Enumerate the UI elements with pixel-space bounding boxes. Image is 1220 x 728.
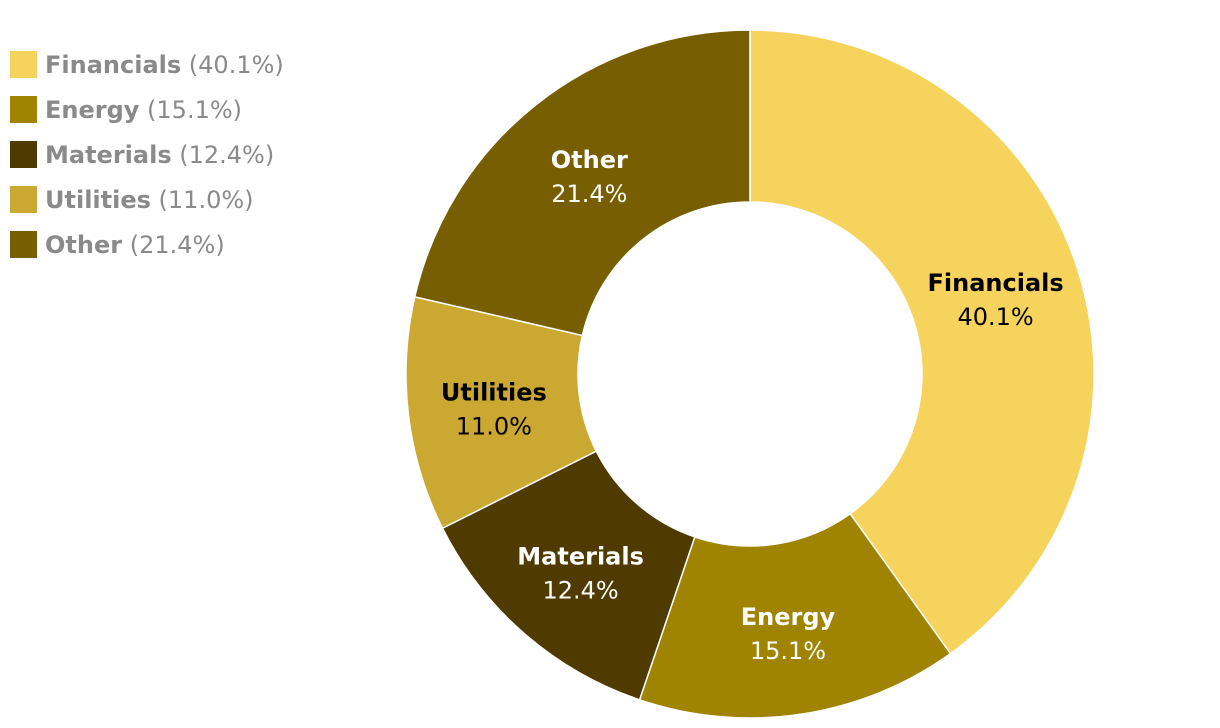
legend-label: Financials bbox=[45, 50, 182, 79]
legend-percent: (21.4%) bbox=[122, 230, 225, 259]
legend-item-other: Other (21.4%) bbox=[10, 222, 284, 267]
legend-label: Utilities bbox=[45, 185, 151, 214]
legend-swatch bbox=[10, 186, 37, 213]
legend-label: Energy bbox=[45, 95, 140, 124]
legend-text: Financials (40.1%) bbox=[45, 51, 284, 79]
slice-value-energy: 15.1% bbox=[750, 637, 826, 665]
legend-label: Materials bbox=[45, 140, 172, 169]
slice-materials bbox=[441, 450, 696, 701]
chart-legend: Financials (40.1%) Energy (15.1%) Material… bbox=[10, 42, 284, 267]
legend-swatch bbox=[10, 231, 37, 258]
legend-percent: (40.1%) bbox=[181, 50, 284, 79]
legend-item-materials: Materials (12.4%) bbox=[10, 132, 284, 177]
legend-swatch bbox=[10, 141, 37, 168]
legend-text: Materials (12.4%) bbox=[45, 141, 274, 169]
slice-label-utilities: Utilities bbox=[441, 379, 547, 407]
legend-item-utilities: Utilities (11.0%) bbox=[10, 177, 284, 222]
legend-text: Utilities (11.0%) bbox=[45, 186, 254, 214]
slice-label-other: Other bbox=[551, 146, 628, 174]
slice-value-other: 21.4% bbox=[551, 180, 627, 208]
slice-utilities bbox=[405, 295, 598, 530]
legend-item-energy: Energy (15.1%) bbox=[10, 87, 284, 132]
slice-value-materials: 12.4% bbox=[542, 577, 618, 605]
legend-percent: (12.4%) bbox=[171, 140, 275, 169]
legend-percent: (15.1%) bbox=[139, 95, 243, 124]
slice-value-financials: 40.1% bbox=[957, 303, 1033, 331]
legend-text: Energy (15.1%) bbox=[45, 96, 242, 124]
legend-swatch bbox=[10, 96, 37, 123]
slice-label-financials: Financials bbox=[928, 269, 1064, 297]
slice-value-utilities: 11.0% bbox=[456, 413, 532, 441]
slice-energy bbox=[638, 512, 952, 719]
slice-label-energy: Energy bbox=[741, 603, 836, 631]
slice-label-materials: Materials bbox=[517, 543, 644, 571]
slice-financials bbox=[749, 29, 1095, 655]
slice-other bbox=[413, 29, 751, 337]
legend-text: Other (21.4%) bbox=[45, 231, 225, 259]
legend-label: Other bbox=[45, 230, 123, 259]
legend-item-financials: Financials (40.1%) bbox=[10, 42, 284, 87]
legend-percent: (11.0%) bbox=[150, 185, 254, 214]
legend-swatch bbox=[10, 51, 37, 78]
